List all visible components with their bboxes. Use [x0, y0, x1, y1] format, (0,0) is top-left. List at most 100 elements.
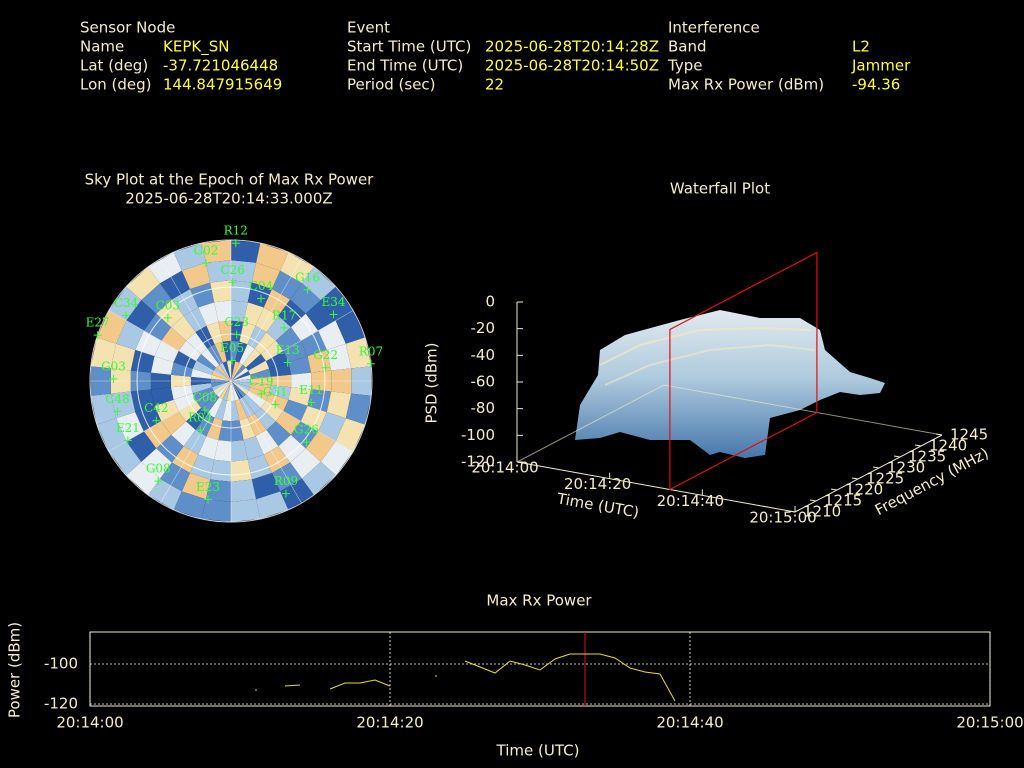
z-tick-label: -20: [471, 319, 496, 337]
heat-cell: [288, 356, 312, 375]
satellite-label: E23: [196, 480, 220, 494]
satellite-label: G26: [294, 423, 319, 437]
y-tick: [893, 455, 901, 458]
heat-cell: [231, 479, 257, 502]
y-tick: [788, 510, 796, 513]
azimuth-spoke: [230, 310, 354, 382]
heat-cell: [247, 413, 267, 437]
heat-cell: [206, 321, 223, 345]
satellite: [123, 436, 132, 445]
heat-cell: [218, 320, 231, 342]
heat-cell: [302, 461, 336, 496]
heat-cell: [150, 356, 174, 375]
satellite: [196, 426, 205, 435]
heat-cell: [186, 332, 208, 354]
y-tick-label: 1240: [929, 437, 967, 455]
field-value: 2025-06-28T20:14:28Z: [485, 38, 659, 56]
heat-cell: [143, 313, 172, 341]
x-tick-label: 20:14:00: [56, 714, 123, 732]
heat-cell: [210, 280, 231, 303]
heat-cell: [278, 299, 306, 328]
heat-cell: [222, 361, 231, 381]
heat-cell: [231, 364, 246, 381]
y-tick-label: 1230: [887, 459, 925, 477]
satellite: [203, 495, 212, 504]
heat-cell: [246, 391, 266, 408]
satellite-label: C42: [144, 401, 168, 415]
y-tick-label: 1210: [803, 503, 841, 521]
heat-cell: [265, 350, 289, 369]
satellite-label: E05: [220, 341, 244, 355]
satellite: [303, 285, 312, 294]
heat-cell: [192, 360, 214, 375]
heat-cell: [130, 349, 155, 373]
z-tick-label: -40: [471, 346, 496, 364]
heat-cell: [161, 327, 187, 351]
heat-cell: [198, 436, 219, 460]
power-line: [464, 653, 676, 702]
heat-cell: [154, 399, 179, 422]
x-tick-label: 20:14:40: [657, 492, 724, 510]
y-tick: [935, 433, 943, 436]
heat-cell: [275, 327, 301, 351]
heat-cell: [196, 391, 216, 408]
satellite: [154, 477, 163, 486]
y-tick-label: 1225: [866, 470, 904, 488]
z-tick-label: -80: [471, 399, 496, 417]
satellite: [228, 278, 237, 287]
heat-cell: [231, 280, 252, 303]
heat-cell: [141, 283, 172, 314]
field-value: 144.847915649: [163, 76, 282, 94]
heat-cell: [116, 412, 144, 442]
z-tick-label: -120: [461, 453, 495, 471]
satellite-label: E11: [299, 383, 323, 397]
field-value: KEPK_SN: [163, 38, 229, 57]
satellite: [280, 323, 289, 332]
satellite-label: C34: [114, 296, 139, 310]
heat-cell: [160, 270, 190, 300]
heat-cell: [231, 440, 248, 462]
x-axis-label: Time (UTC): [496, 742, 580, 760]
heat-cell: [108, 286, 142, 321]
y-tick-label: 1235: [908, 448, 946, 466]
heat-cell: [246, 354, 266, 371]
heat-cell: [173, 393, 197, 412]
heat-cell: [126, 461, 160, 496]
heat-cell: [192, 387, 214, 402]
power-line: [284, 684, 301, 687]
plot-frame: [89, 631, 991, 707]
heat-cell: [290, 283, 321, 314]
satellite: [271, 400, 280, 409]
heat-cell: [260, 340, 284, 361]
satellite: [113, 407, 122, 416]
heat-cell: [231, 260, 257, 283]
satellite: [329, 310, 338, 319]
heat-cell: [183, 307, 207, 333]
satellite: [231, 239, 240, 248]
y-tick: [851, 477, 859, 480]
heat-cell: [231, 300, 248, 322]
heat-cell: [243, 436, 264, 460]
satellite: [152, 416, 161, 425]
heat-cell: [201, 240, 231, 263]
field-value: -94.36: [852, 76, 900, 94]
section-title: Sensor Node: [80, 19, 175, 37]
y-tick: [809, 499, 817, 502]
heat-cell: [326, 391, 352, 419]
satellite-label: G03: [101, 359, 126, 373]
chart-title: Sky Plot at the Epoch of Max Rx Power: [85, 171, 375, 189]
heat-cell: [255, 429, 279, 455]
heat-cell: [251, 262, 281, 289]
heat-cell: [222, 381, 231, 401]
heat-cell: [320, 441, 354, 476]
satellite-label: G02: [193, 244, 218, 258]
azimuth-spoke: [160, 258, 232, 382]
satellite: [232, 330, 241, 339]
heat-cell: [231, 360, 236, 381]
satellite: [302, 438, 311, 447]
heat-cell: [243, 302, 264, 326]
satellite: [109, 374, 118, 383]
heat-cell: [326, 343, 352, 371]
heat-cell: [247, 282, 272, 308]
